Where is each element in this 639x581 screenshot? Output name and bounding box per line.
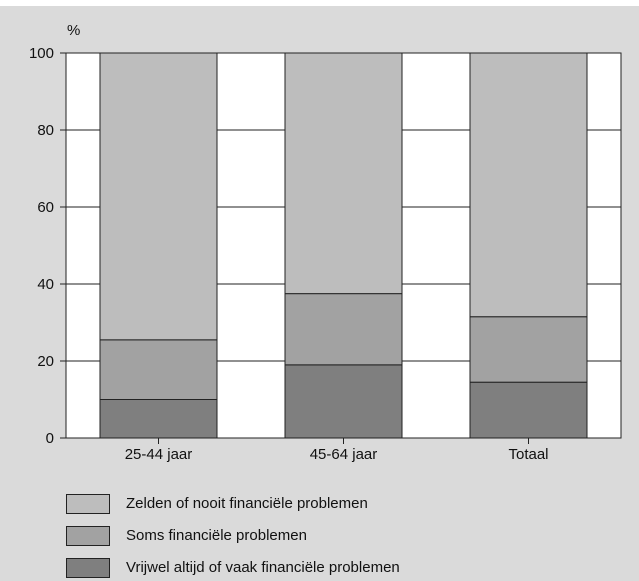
legend-item-soms: Soms financiële problemen bbox=[66, 526, 586, 548]
axis-layer: 0 20 40 60 80 100 25-44 jaar 45-64 jaar Totaal bbox=[29, 45, 622, 463]
bar-segment-1-2 bbox=[284, 52, 403, 295]
legend-item-vrijwel: Vrijwel altijd of vaak financiële proble… bbox=[66, 558, 586, 580]
bar-segment-2-0 bbox=[469, 381, 588, 439]
bar-segment-2-1 bbox=[469, 316, 588, 383]
legend-label-zelden: Zelden of nooit financiële problemen bbox=[126, 495, 368, 512]
x-tick-label-0: 25-44 jaar bbox=[125, 446, 193, 463]
y-tick-label-0: 0 bbox=[46, 430, 54, 447]
plot-frame bbox=[65, 52, 622, 439]
legend-label-soms: Soms financiële problemen bbox=[126, 527, 307, 544]
x-tick-label-1: 45-64 jaar bbox=[310, 446, 378, 463]
legend-label-vrijwel: Vrijwel altijd of vaak financiële proble… bbox=[126, 559, 400, 576]
legend-item-zelden: Zelden of nooit financiële problemen bbox=[66, 494, 586, 516]
legend-swatch-vrijwel bbox=[66, 558, 110, 578]
bar-segment-0-2 bbox=[99, 52, 218, 341]
y-tick-label-20: 20 bbox=[37, 353, 54, 370]
y-tick-label-80: 80 bbox=[37, 122, 54, 139]
bar-segment-0-1 bbox=[99, 339, 218, 401]
top-cropped-strip bbox=[0, 0, 639, 6]
x-tick-label-2: Totaal bbox=[508, 446, 548, 463]
y-tick-label-40: 40 bbox=[37, 276, 54, 293]
y-tick-label-60: 60 bbox=[37, 199, 54, 216]
legend-swatch-soms bbox=[66, 526, 110, 546]
legend-swatch-zelden bbox=[66, 494, 110, 514]
bar-segment-2-2 bbox=[469, 52, 588, 318]
y-axis-unit-label: % bbox=[67, 22, 80, 39]
bar-segment-1-1 bbox=[284, 293, 403, 366]
y-tick-label-100: 100 bbox=[29, 45, 54, 62]
bar-segment-1-0 bbox=[284, 364, 403, 439]
bar-layer bbox=[99, 52, 588, 439]
bar-segment-0-0 bbox=[99, 399, 218, 439]
